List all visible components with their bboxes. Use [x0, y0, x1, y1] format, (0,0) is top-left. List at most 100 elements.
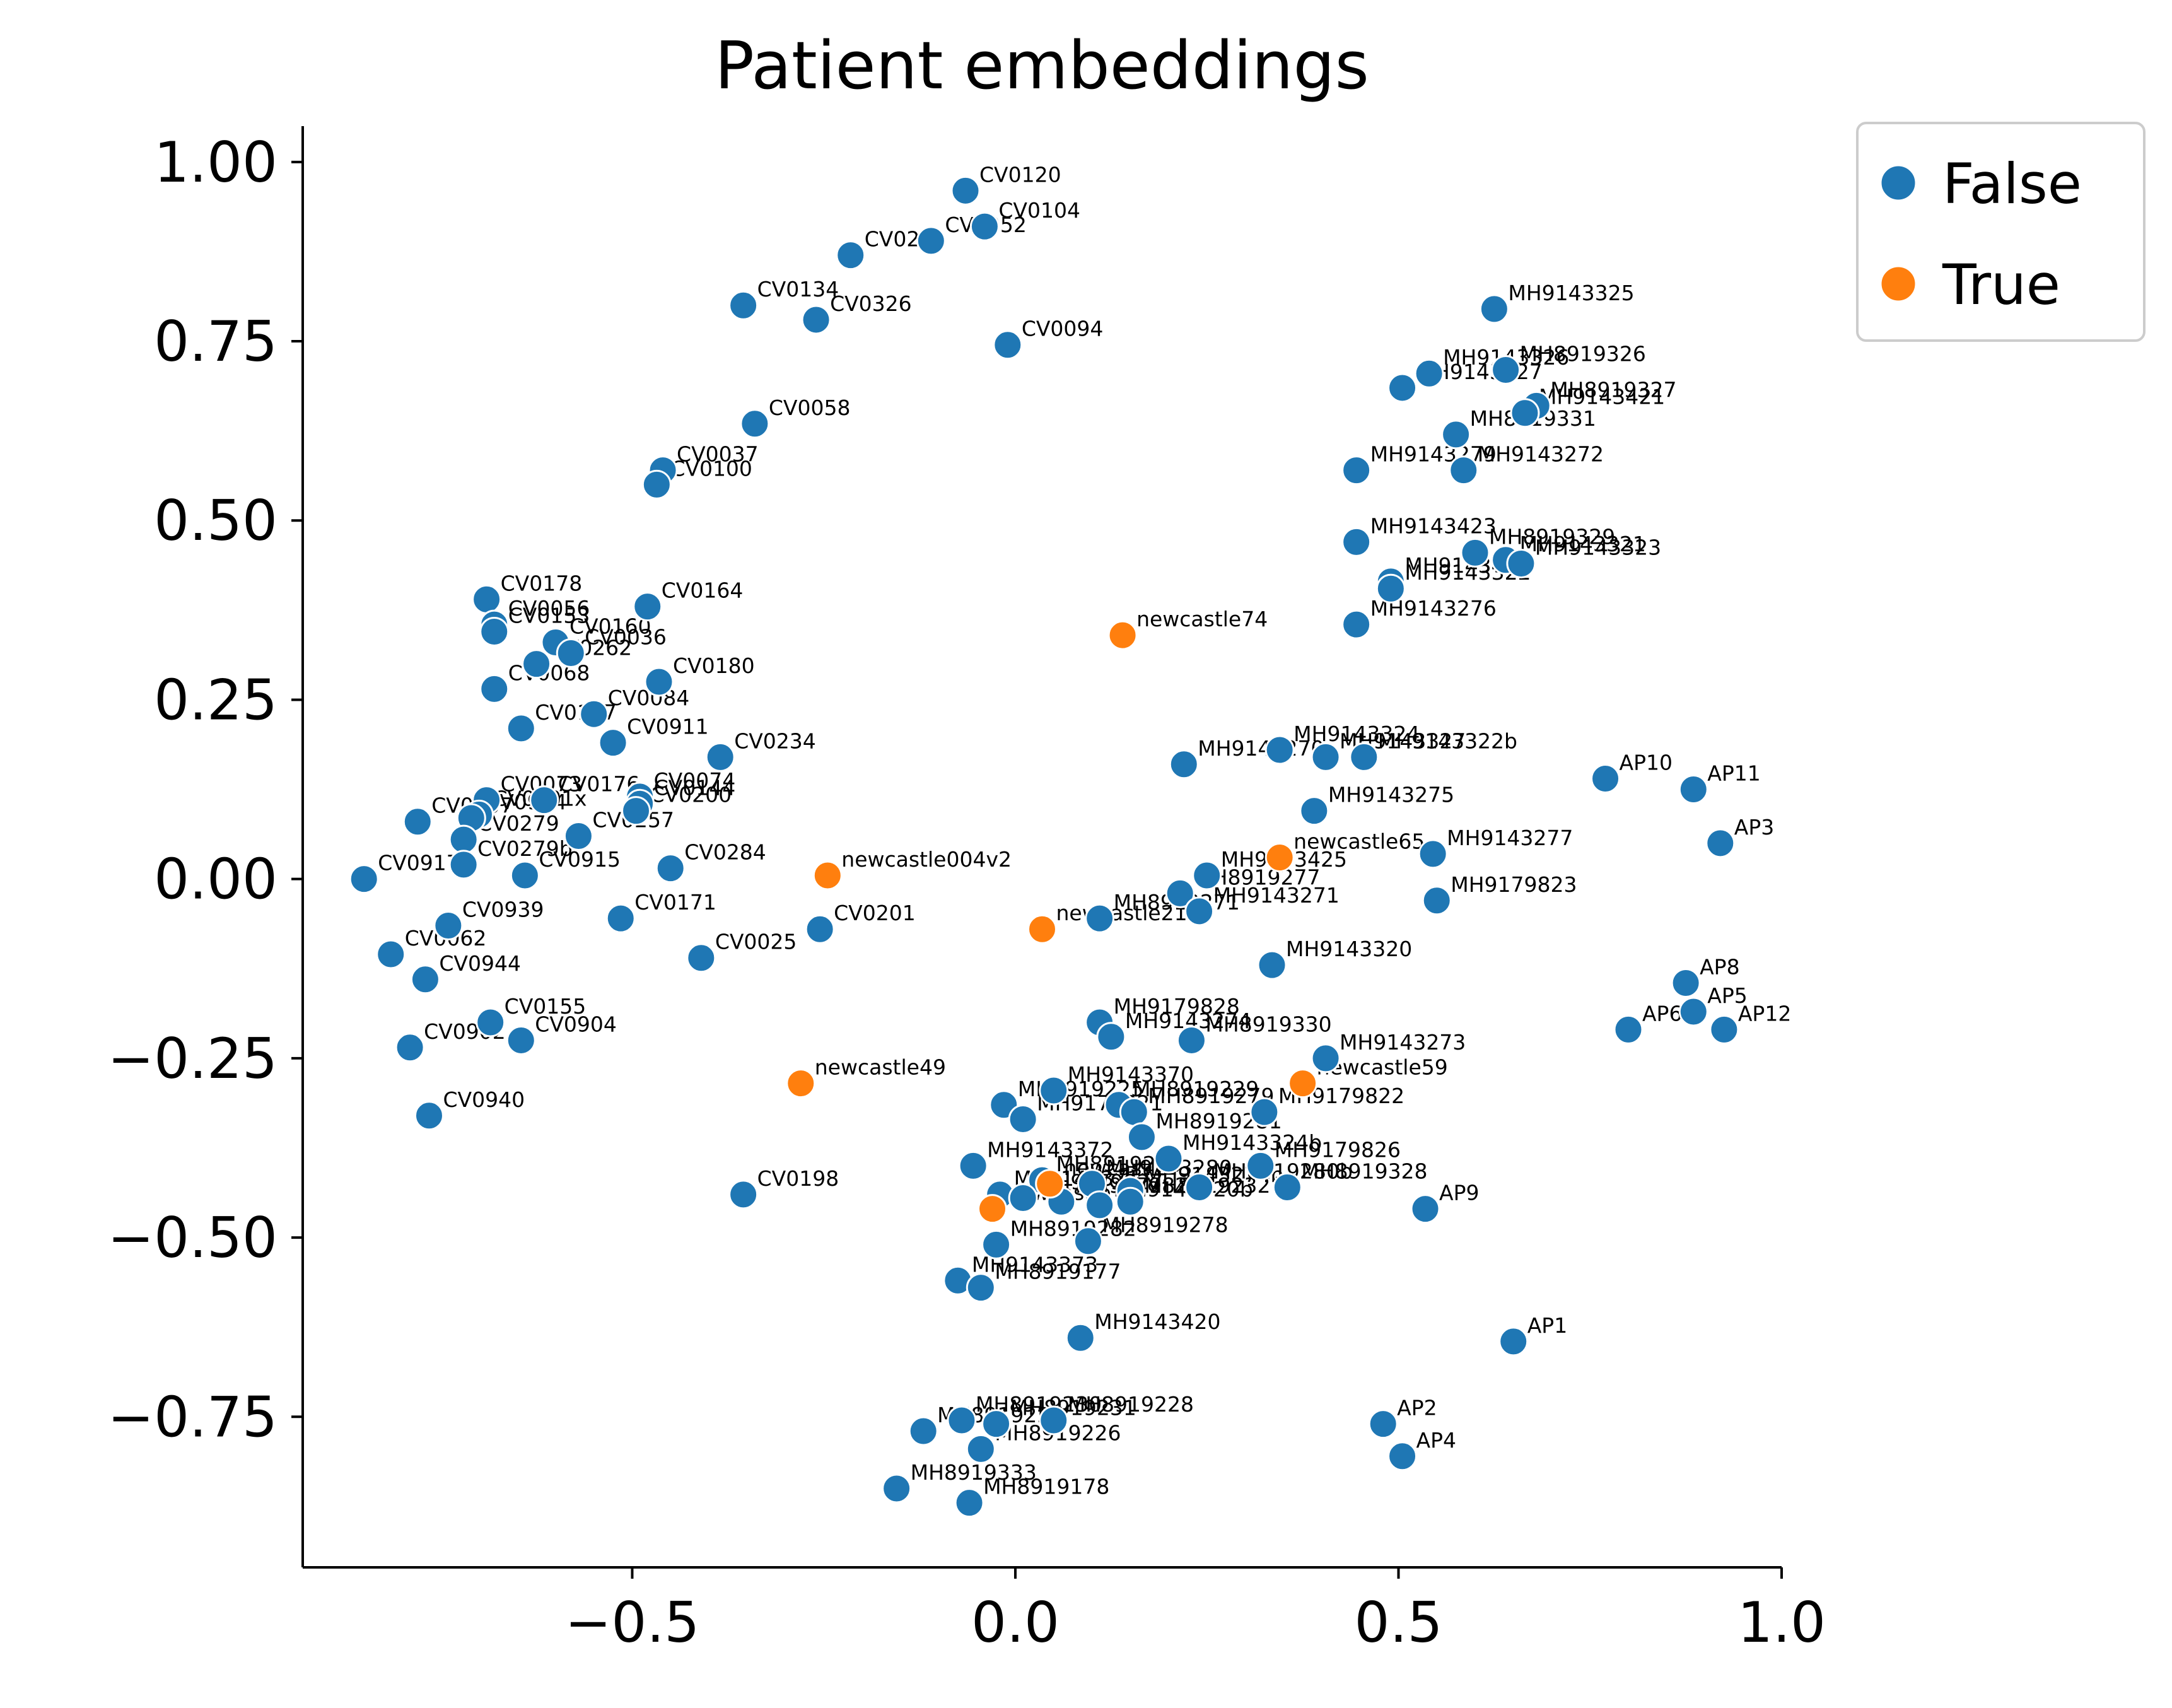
legend-marker: [1879, 265, 1917, 303]
point-label: MH9143420: [1094, 1309, 1220, 1334]
scatter-point: [981, 1409, 1012, 1439]
point-label: AP2: [1397, 1396, 1437, 1420]
x-tick-label: 0.5: [1355, 1590, 1443, 1655]
point-label: MH9143323: [1535, 535, 1661, 559]
scatter-point: [402, 807, 433, 837]
scatter-point: [705, 742, 735, 772]
scatter-point: [1441, 419, 1471, 450]
point-label: MH8919328: [1301, 1159, 1427, 1183]
point-label: newcastle49: [815, 1055, 946, 1080]
point-label: CV0160: [569, 614, 651, 639]
scatter-point: [1184, 896, 1215, 927]
scatter-point: [1184, 1172, 1215, 1202]
scatter-point: [1510, 398, 1540, 428]
scatter-point: [1311, 742, 1341, 772]
point-label: MH8919231: [1010, 1396, 1136, 1420]
scatter-point: [916, 226, 946, 256]
scatter-point: [1115, 1186, 1145, 1217]
scatter-point: [1410, 1194, 1440, 1224]
scatter-point: [1272, 1172, 1302, 1202]
scatter-point: [448, 850, 479, 880]
point-label: CV0234: [734, 728, 816, 753]
scatter-point: [655, 853, 686, 884]
scatter-point: [506, 1025, 536, 1055]
point-label: MH8919327: [1550, 377, 1676, 402]
scatter-point: [1008, 1183, 1038, 1214]
point-label: MH9143372: [987, 1137, 1113, 1162]
scatter-point: [954, 1488, 984, 1518]
scatter-point: [1119, 1097, 1149, 1127]
scatter-point: [1387, 1441, 1418, 1471]
scatter-point: [947, 1405, 977, 1436]
point-label: CV0153: [508, 603, 590, 628]
point-label: MH9143321: [1520, 532, 1646, 556]
chart-title: Patient embeddings: [715, 27, 1369, 104]
scatter-point: [801, 305, 831, 335]
point-label: CV0104: [998, 198, 1080, 223]
scatter-point: [1613, 1014, 1644, 1044]
legend-label: False: [1942, 151, 2082, 216]
x-tick-label: 0.0: [971, 1590, 1060, 1655]
point-label: MH9143324: [1293, 722, 1420, 746]
point-label: MH8919228: [1068, 1392, 1194, 1417]
scatter-point: [981, 1229, 1012, 1260]
point-label: CV0284: [684, 840, 766, 865]
scatter-point: [1498, 1326, 1529, 1357]
scatter-point: [433, 911, 464, 941]
point-label: AP3: [1734, 815, 1774, 839]
scatter-point: [805, 914, 835, 944]
point-label: AP10: [1620, 751, 1673, 775]
point-label: MH9179826: [1275, 1137, 1401, 1162]
point-label: MH9179823: [1451, 872, 1577, 897]
scatter-point: [479, 674, 510, 704]
scatter-point: [1414, 358, 1444, 389]
scatter-point: [1368, 1409, 1398, 1439]
points: [349, 175, 1739, 1518]
scatter-point: [1709, 1014, 1739, 1044]
point-label: CV0155: [505, 994, 587, 1019]
y-tick-label: 0.75: [154, 309, 277, 374]
point-label: CV0279b: [477, 836, 573, 861]
point-label: CV0198: [757, 1166, 839, 1191]
scatter-point: [1418, 839, 1448, 869]
legend-box: [1856, 122, 2146, 342]
scatter-point: [1288, 1068, 1318, 1099]
point-label: MH8919329: [1489, 524, 1615, 549]
scatter-point: [448, 824, 479, 855]
scatter-point: [476, 1007, 506, 1038]
point-label: CV0326: [830, 291, 912, 316]
y-tick-label: −0.25: [107, 1026, 277, 1091]
point-label: CV0100: [670, 456, 752, 481]
scatter-point: [969, 211, 1000, 242]
scatter-point: [1311, 1043, 1341, 1073]
scatter-point: [882, 1473, 912, 1504]
point-label: MH8919326: [1520, 342, 1646, 366]
point-label: AP1: [1527, 1313, 1567, 1338]
scatter-point: [1176, 1025, 1206, 1055]
scatter-point: [1027, 914, 1057, 944]
scatter-point: [1341, 455, 1372, 486]
point-label: AP6: [1642, 1001, 1682, 1026]
scatter-point: [1126, 1122, 1157, 1152]
scatter-point: [556, 638, 586, 669]
point-label: CV0940: [443, 1087, 525, 1112]
scatter-point: [836, 240, 866, 271]
scatter-point: [579, 699, 609, 729]
scatter-point: [1678, 775, 1708, 805]
y-tick-label: 0.50: [154, 488, 277, 553]
point-label: CV0036: [585, 625, 667, 650]
point-label: CV0904: [535, 1012, 617, 1036]
point-label: CV0120: [979, 162, 1061, 187]
scatter-point: [728, 1179, 759, 1210]
scatter-point: [605, 903, 636, 933]
y-tick-label: 1.00: [154, 130, 277, 195]
point-label: MH9143273: [1340, 1030, 1466, 1055]
scatter-point: [786, 1068, 816, 1099]
point-label: MH8919177: [995, 1260, 1121, 1284]
scatter-point: [633, 592, 663, 622]
y-tick-label: 0.00: [154, 847, 277, 912]
scatter-point: [1085, 903, 1115, 933]
point-label: CV0915: [539, 847, 621, 872]
point-label: MH9143370: [1068, 1062, 1194, 1087]
